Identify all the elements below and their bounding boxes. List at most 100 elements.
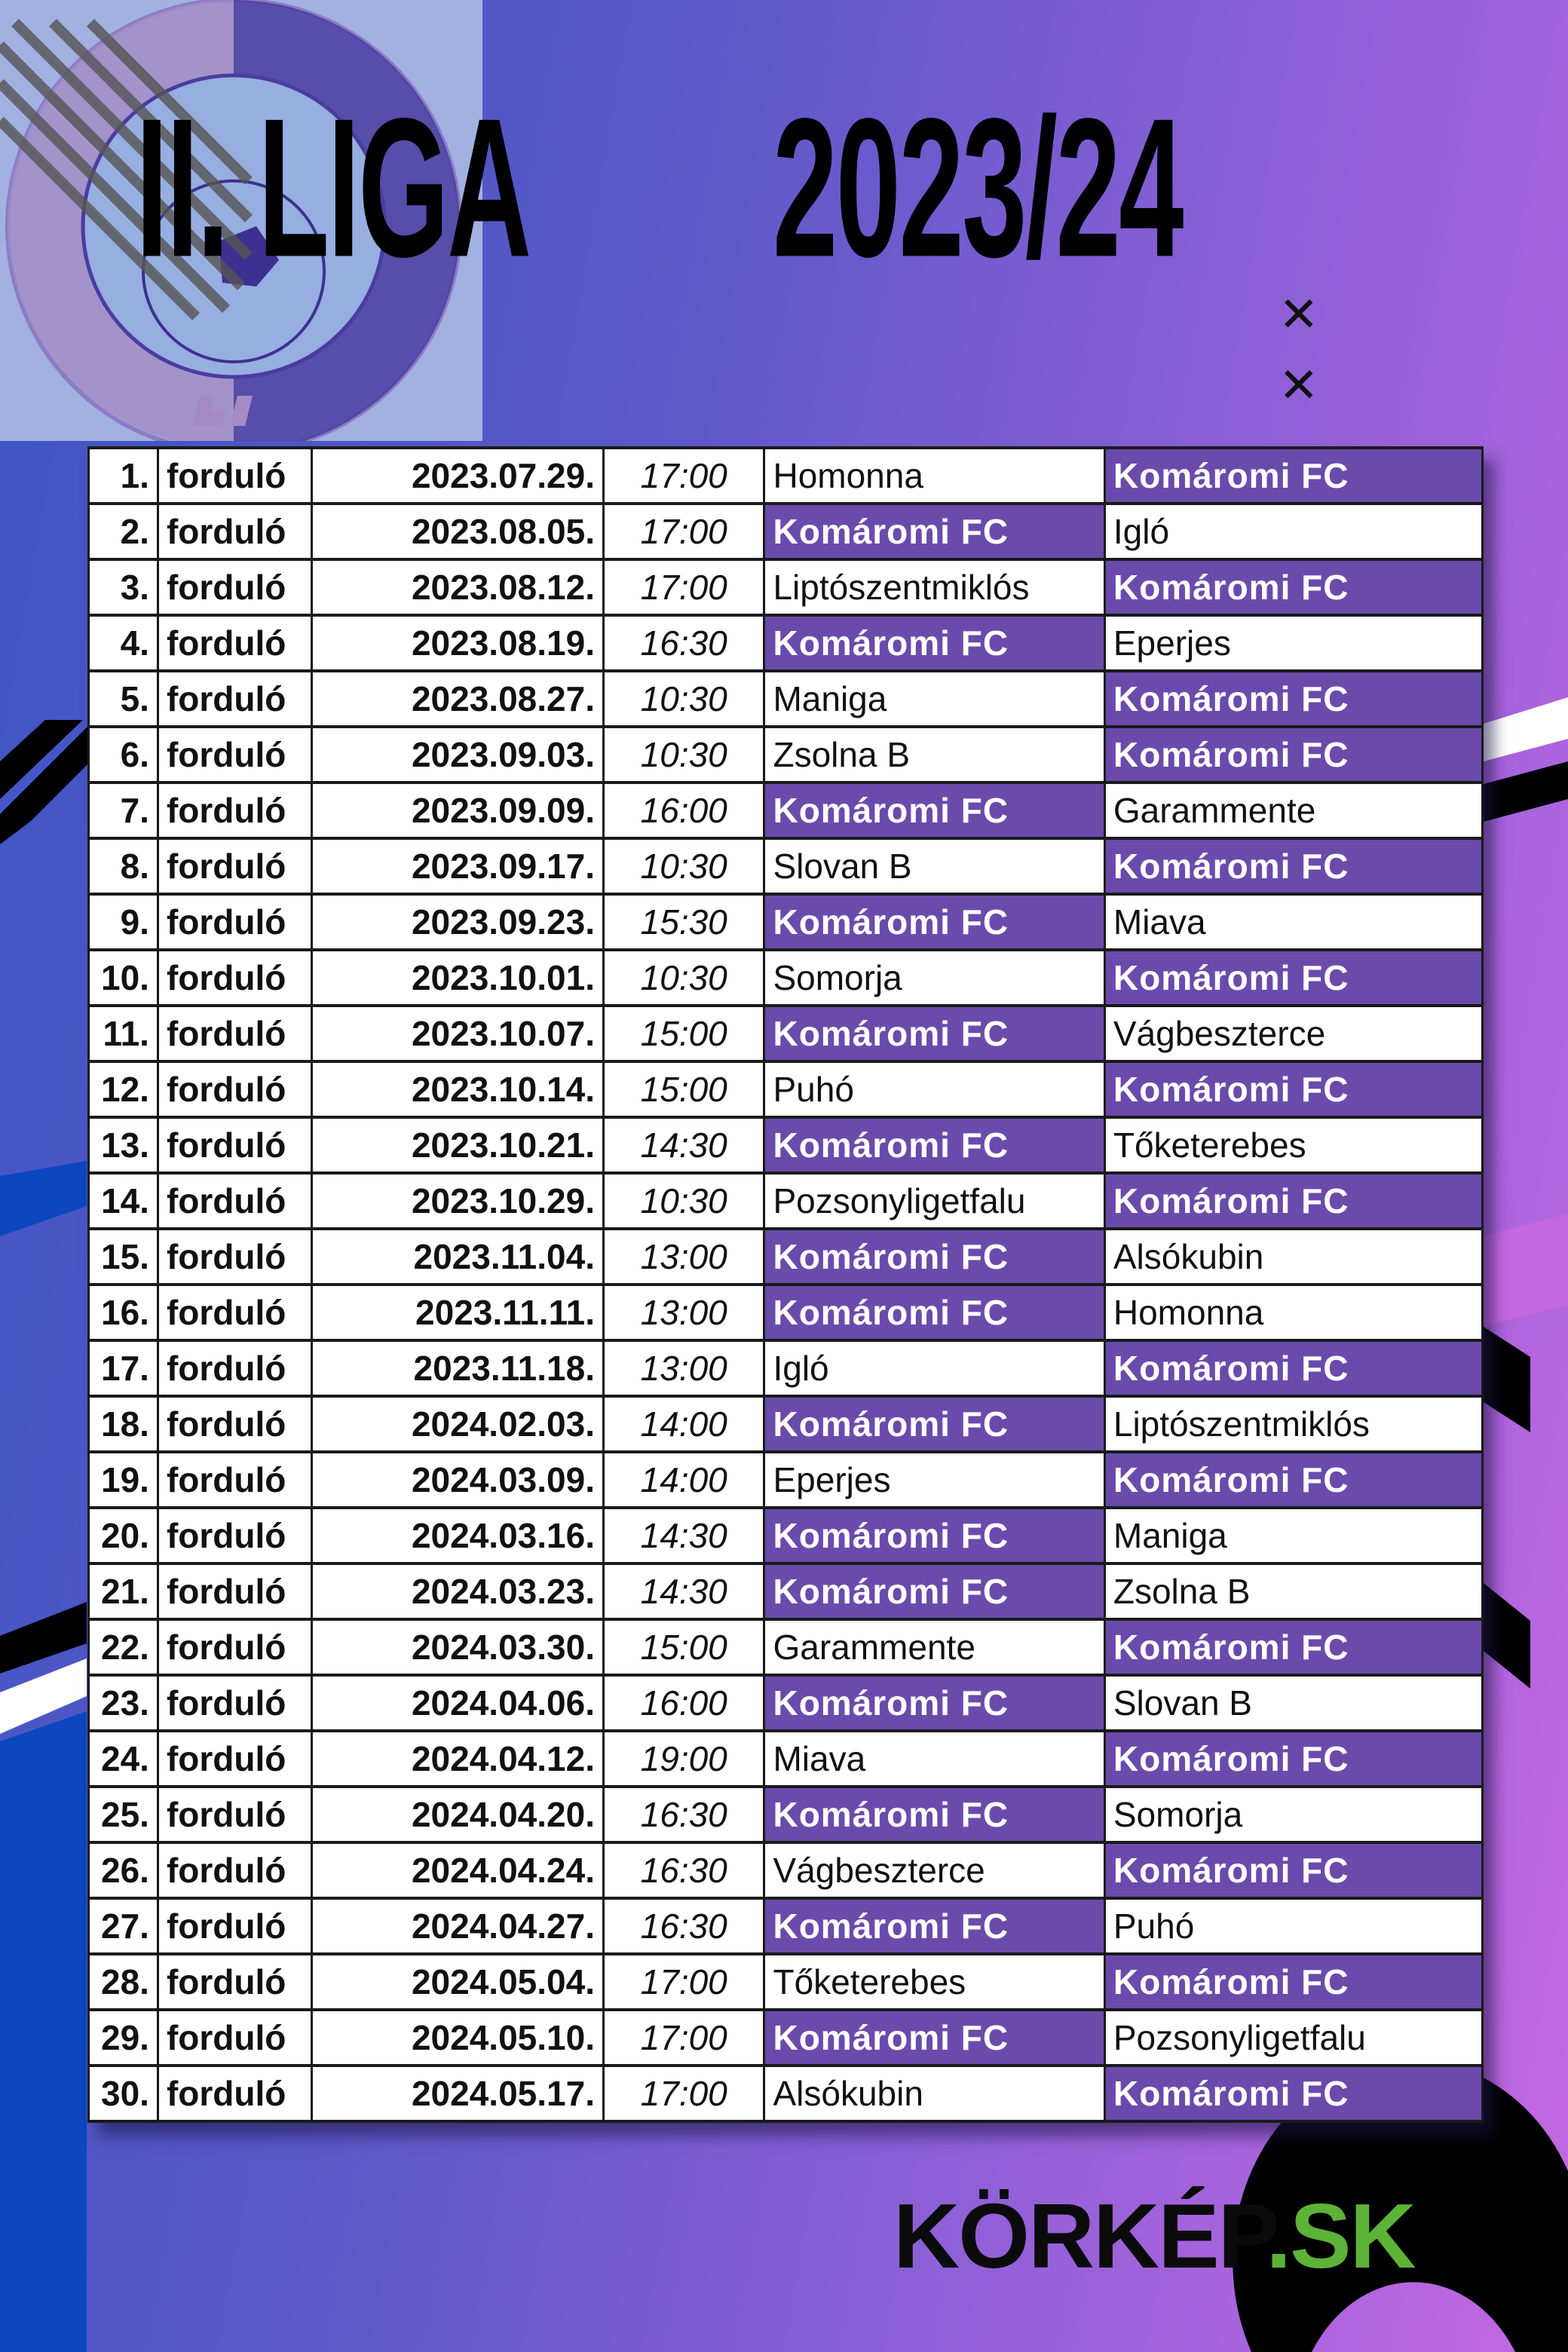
brand-tld: .SK <box>1266 2185 1416 2287</box>
round-label: forduló <box>156 1562 313 1621</box>
fixture-row: 27. forduló 2024.04.27. 16:30 Komáromi FC Puh… <box>87 1897 1484 1955</box>
home-team: Pozsonyligetfalu <box>763 1171 1106 1230</box>
home-team: Maniga <box>763 669 1106 728</box>
round-label: forduló <box>156 1618 313 1677</box>
away-team: Komáromi FC <box>1103 669 1484 728</box>
fixture-row: 22. forduló 2024.03.30. 15:00 Garammente Komá… <box>87 1618 1484 1677</box>
home-team: Miava <box>763 1729 1106 1788</box>
round-number: 21. <box>87 1562 159 1621</box>
kickoff-time: 16:30 <box>602 1785 766 1844</box>
match-date: 2024.04.06. <box>310 1674 605 1732</box>
match-date: 2024.03.16. <box>310 1506 605 1565</box>
home-team: Puhó <box>763 1060 1106 1119</box>
round-number: 5. <box>87 669 159 728</box>
match-date: 2023.11.11. <box>310 1283 605 1342</box>
home-team: Komáromi FC <box>763 614 1106 672</box>
match-date: 2024.03.23. <box>310 1562 605 1621</box>
away-team: Eperjes <box>1103 614 1484 672</box>
match-date: 2023.09.09. <box>310 781 605 840</box>
fixture-row: 18. forduló 2024.02.03. 14:00 Komáromi FC Lip… <box>87 1395 1484 1453</box>
fixture-row: 14. forduló 2023.10.29. 10:30 Pozsonyligetfa… <box>87 1171 1484 1230</box>
match-date: 2023.08.05. <box>310 502 605 561</box>
match-date: 2024.04.24. <box>310 1841 605 1900</box>
kickoff-time: 14:00 <box>602 1395 766 1453</box>
kickoff-time: 16:30 <box>602 1841 766 1900</box>
fixture-row: 8. forduló 2023.09.17. 10:30 Slovan B Komárom… <box>87 837 1484 896</box>
match-date: 2023.08.27. <box>310 669 605 728</box>
away-team: Vágbeszterce <box>1103 1004 1484 1063</box>
fixture-row: 29. forduló 2024.05.10. 17:00 Komáromi FC Poz… <box>87 2008 1484 2067</box>
round-number: 25. <box>87 1785 159 1844</box>
home-team: Homonna <box>763 446 1106 505</box>
round-number: 17. <box>87 1339 159 1398</box>
round-number: 29. <box>87 2008 159 2067</box>
round-number: 3. <box>87 558 159 617</box>
away-team: Komáromi FC <box>1103 1618 1484 1677</box>
away-team: Slovan B <box>1103 1674 1484 1732</box>
fixture-row: 28. forduló 2024.05.04. 17:00 Tőketerebes Kom… <box>87 1952 1484 2011</box>
year-mark <box>192 396 253 426</box>
home-team: Somorja <box>763 948 1106 1007</box>
fixture-row: 5. forduló 2023.08.27. 10:30 Maniga Komáromi … <box>87 669 1484 728</box>
match-date: 2023.09.23. <box>310 893 605 951</box>
away-team: Igló <box>1103 502 1484 561</box>
away-team: Zsolna B <box>1103 1562 1484 1621</box>
kickoff-time: 17:00 <box>602 1952 766 2011</box>
x-mark-icon: ✕ <box>1279 287 1319 343</box>
home-team: Vágbeszterce <box>763 1841 1106 1900</box>
home-team: Komáromi FC <box>763 1674 1106 1732</box>
fixture-row: 23. forduló 2024.04.06. 16:00 Komáromi FC Slo… <box>87 1674 1484 1732</box>
round-label: forduló <box>156 614 313 672</box>
round-label: forduló <box>156 837 313 896</box>
home-team: Komáromi FC <box>763 1506 1106 1565</box>
round-number: 22. <box>87 1618 159 1677</box>
x-mark-icon: ✕ <box>1279 358 1319 414</box>
kickoff-time: 10:30 <box>602 837 766 896</box>
fixture-row: 9. forduló 2023.09.23. 15:30 Komáromi FC Miav… <box>87 893 1484 951</box>
round-number: 26. <box>87 1841 159 1900</box>
match-date: 2024.05.04. <box>310 1952 605 2011</box>
home-team: Eperjes <box>763 1450 1106 1509</box>
away-team: Komáromi FC <box>1103 446 1484 505</box>
round-label: forduló <box>156 1339 313 1398</box>
kickoff-time: 16:00 <box>602 781 766 840</box>
round-label: forduló <box>156 1506 313 1565</box>
fixture-row: 10. forduló 2023.10.01. 10:30 Somorja Komárom… <box>87 948 1484 1007</box>
away-team: Garammente <box>1103 781 1484 840</box>
away-team: Komáromi FC <box>1103 725 1484 784</box>
round-number: 15. <box>87 1227 159 1286</box>
away-team: Homonna <box>1103 1283 1484 1342</box>
round-number: 1. <box>87 446 159 505</box>
home-team: Komáromi FC <box>763 781 1106 840</box>
round-label: forduló <box>156 1729 313 1788</box>
kickoff-time: 10:30 <box>602 1171 766 1230</box>
season-title: 2023/24 <box>773 77 1184 299</box>
home-team: Liptószentmiklós <box>763 558 1106 617</box>
round-label: forduló <box>156 893 313 951</box>
home-team: Tőketerebes <box>763 1952 1106 2011</box>
fixture-row: 17. forduló 2023.11.18. 13:00 Igló Komáromi F… <box>87 1339 1484 1398</box>
round-label: forduló <box>156 1785 313 1844</box>
fixture-row: 11. forduló 2023.10.07. 15:00 Komáromi FC Vág… <box>87 1004 1484 1063</box>
away-team: Komáromi FC <box>1103 1729 1484 1788</box>
kickoff-time: 14:30 <box>602 1562 766 1621</box>
match-date: 2024.05.17. <box>310 2064 605 2123</box>
home-team: Komáromi FC <box>763 1785 1106 1844</box>
away-team: Miava <box>1103 893 1484 951</box>
fixture-row: 25. forduló 2024.04.20. 16:30 Komáromi FC Som… <box>87 1785 1484 1844</box>
away-team: Komáromi FC <box>1103 1841 1484 1900</box>
stripes-left <box>0 720 90 2352</box>
fixture-row: 6. forduló 2023.09.03. 10:30 Zsolna B Komárom… <box>87 725 1484 784</box>
fixture-row: 1. forduló 2023.07.29. 17:00 Homonna Komáromi… <box>87 446 1484 505</box>
brand-name: KÖRKÉP <box>893 2185 1267 2287</box>
away-team: Pozsonyligetfalu <box>1103 2008 1484 2067</box>
home-team: Alsókubin <box>763 2064 1106 2123</box>
home-team: Komáromi FC <box>763 1227 1106 1286</box>
match-date: 2024.04.12. <box>310 1729 605 1788</box>
kickoff-time: 17:00 <box>602 502 766 561</box>
match-date: 2024.04.27. <box>310 1897 605 1955</box>
home-team: Komáromi FC <box>763 502 1106 561</box>
round-number: 18. <box>87 1395 159 1453</box>
round-label: forduló <box>156 1450 313 1509</box>
fixture-row: 12. forduló 2023.10.14. 15:00 Puhó Komáromi F… <box>87 1060 1484 1119</box>
